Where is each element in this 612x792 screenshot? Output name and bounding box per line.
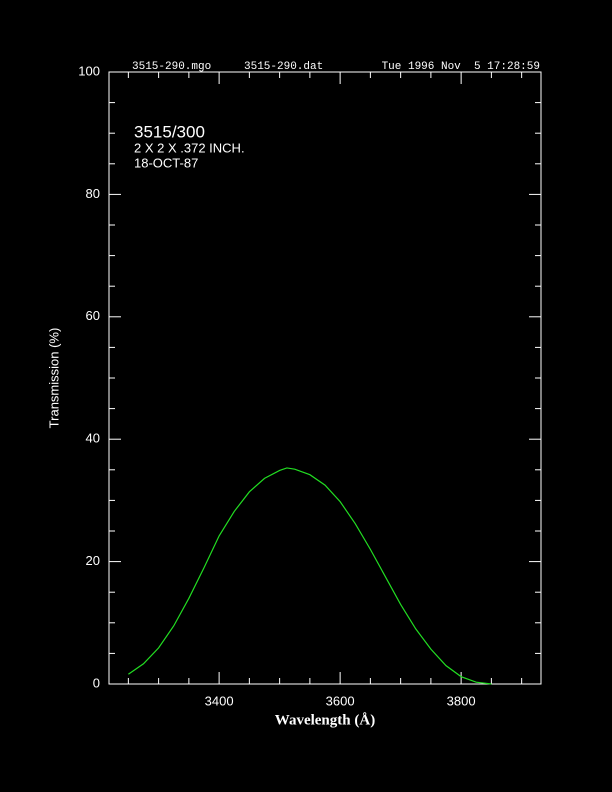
y-tick-label: 40 (86, 431, 100, 446)
x-tick-label: 3400 (205, 693, 234, 708)
filter-size: 2 X 2 X .372 INCH. (134, 140, 245, 155)
header-date: Tue 1996 Nov 5 17:28:59 (382, 61, 540, 73)
y-tick-label: 80 (86, 186, 100, 201)
filter-date: 18-OCT-87 (134, 155, 198, 170)
filter-name: 3515/300 (134, 122, 205, 141)
header-file: 3515-290.dat (244, 61, 323, 73)
x-tick-label: 3800 (447, 693, 476, 708)
y-axis-label: Transmission (%) (46, 328, 61, 429)
x-tick-label: 3600 (326, 693, 355, 708)
x-axis-label: Wavelength (Å) (275, 712, 375, 728)
y-tick-label: 100 (78, 63, 100, 78)
y-tick-label: 0 (93, 675, 100, 690)
y-tick-label: 20 (86, 553, 100, 568)
header-file: 3515-290.mgo (132, 61, 211, 73)
y-tick-label: 60 (86, 308, 100, 323)
transmission-curve (128, 467, 492, 685)
